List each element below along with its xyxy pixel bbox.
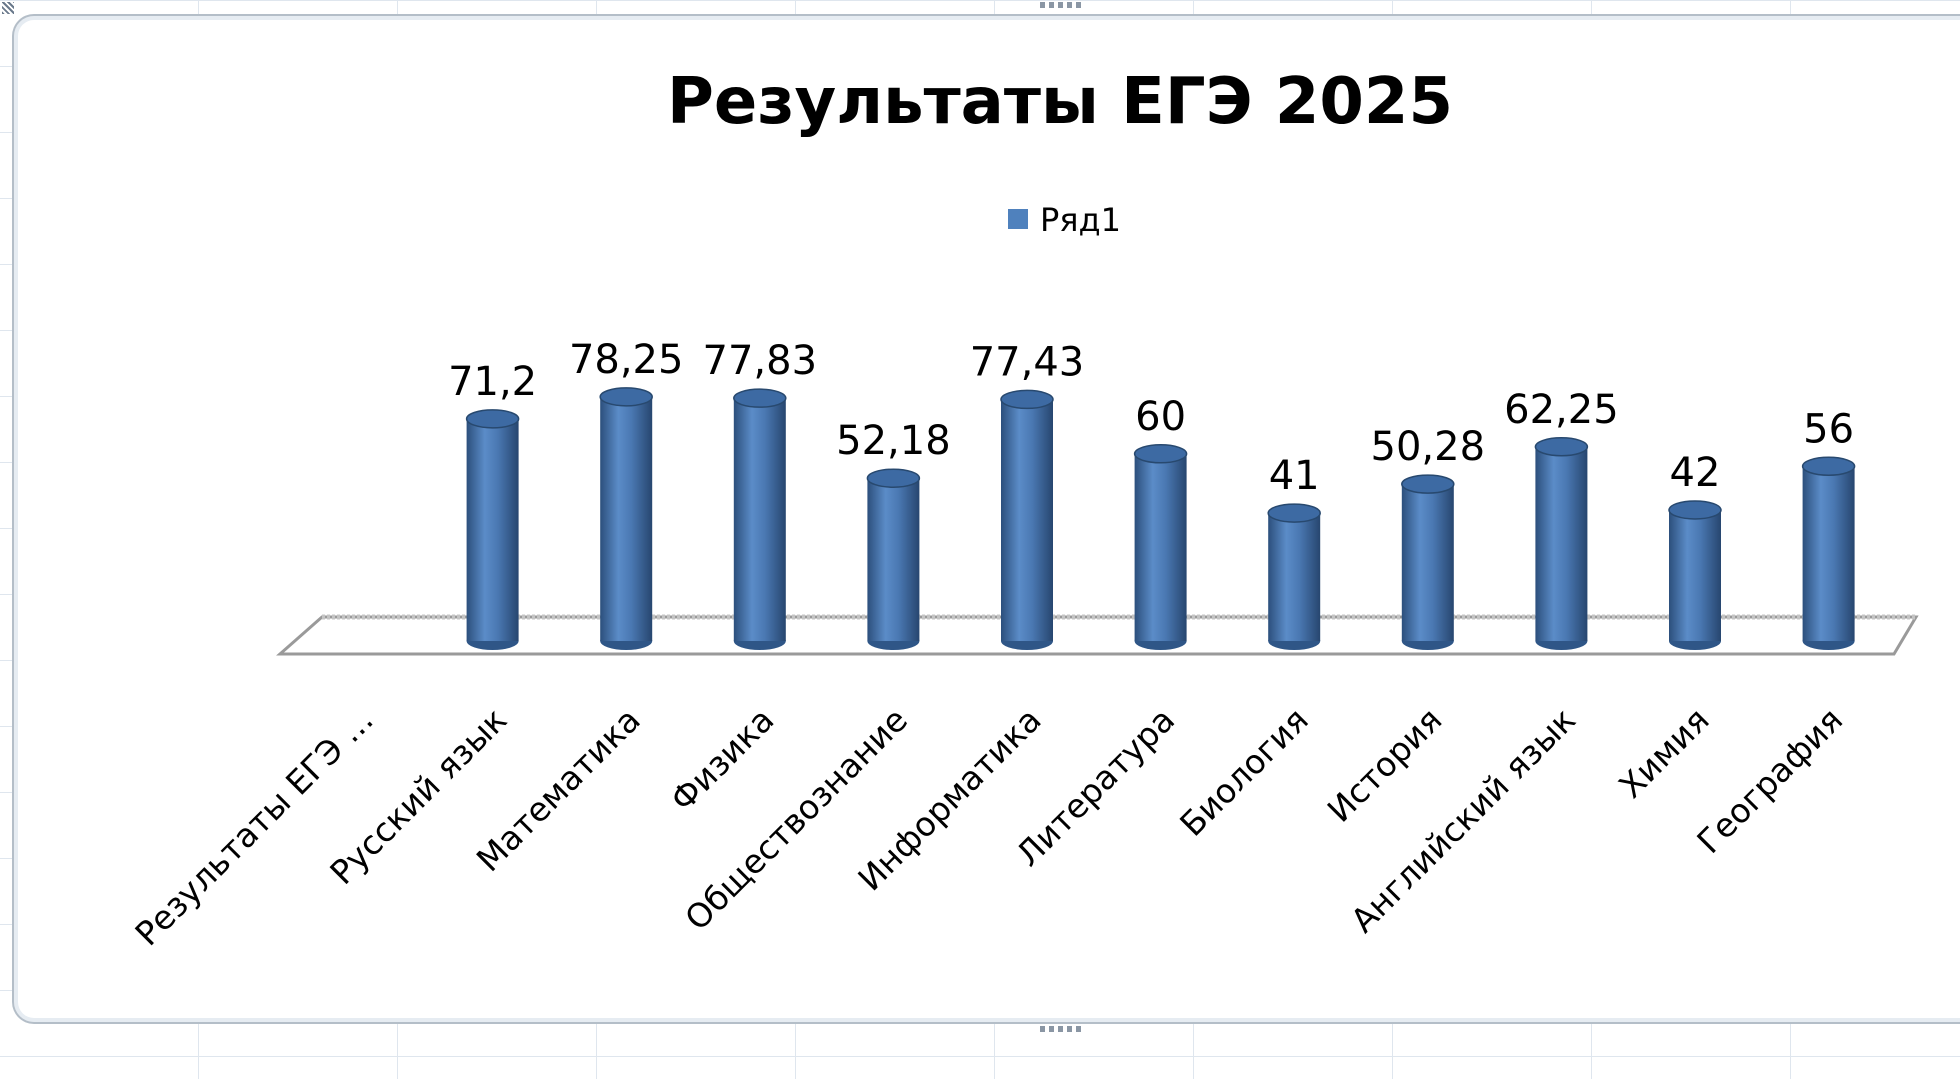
data-label: 60 (1135, 394, 1186, 440)
x-tick-labels: Результаты ЕГЭ ...Русский языкМатематика… (128, 700, 1851, 953)
data-label: 56 (1803, 406, 1854, 452)
bar-body (1535, 446, 1588, 641)
bar-body (1802, 466, 1855, 641)
x-tick-label: Обществознание (677, 700, 915, 938)
x-tick-label: Результаты ЕГЭ ... (128, 700, 381, 953)
bar-cap (599, 387, 653, 407)
bar-body (1268, 513, 1321, 641)
bar-11[interactable] (1801, 456, 1856, 650)
data-labels-group: 71,2 78,25 77,83 52,18 77,43 60 41 50,28 62,25 42… (448, 337, 1854, 499)
x-tick-label: Химия (1611, 700, 1717, 806)
bar-10[interactable] (1668, 500, 1722, 650)
data-label: 52,18 (836, 418, 951, 464)
resize-corner-icon[interactable] (2, 2, 14, 14)
data-label: 77,43 (970, 339, 1085, 385)
data-label: 71,2 (448, 359, 537, 405)
data-label: 42 (1670, 450, 1721, 496)
bar-body (1401, 484, 1454, 641)
bar-4[interactable] (866, 468, 921, 650)
bar-cap (1534, 437, 1589, 457)
data-label: 78,25 (569, 337, 684, 383)
x-tick-label: Физика (663, 700, 782, 819)
x-tick-label: География (1689, 700, 1850, 861)
bar-cap (1801, 456, 1856, 477)
bar-6[interactable] (1133, 444, 1188, 650)
legend[interactable]: Ряд1 (1008, 201, 1121, 239)
bar-cap (733, 388, 787, 408)
x-tick-label: Английский язык (1343, 700, 1583, 940)
bar-cap (1133, 444, 1188, 464)
bar-cap (1401, 474, 1455, 494)
bar-9[interactable] (1534, 437, 1589, 650)
resize-handle-top[interactable] (1040, 2, 1084, 8)
bar-body (466, 418, 519, 641)
x-tick-label: Биология (1172, 700, 1316, 844)
legend-swatch (1008, 209, 1028, 229)
bar-cap (866, 468, 921, 488)
data-label: 41 (1269, 453, 1320, 499)
bar-2[interactable] (599, 387, 653, 650)
chart-area[interactable] (12, 14, 1960, 1024)
bar-body (1669, 509, 1721, 641)
chart-title: Результаты ЕГЭ 2025 (667, 65, 1453, 139)
bar-cap (1668, 500, 1722, 520)
legend-label: Ряд1 (1040, 201, 1121, 239)
resize-handle-bottom[interactable] (1040, 1026, 1084, 1032)
bar-body (600, 396, 653, 641)
bar-7[interactable] (1267, 503, 1321, 650)
bar-cap (1267, 503, 1321, 523)
bar-body (733, 398, 786, 641)
bar-3[interactable] (733, 388, 787, 650)
data-label: 62,25 (1504, 387, 1619, 433)
bar-cap (465, 409, 520, 429)
chart-floor (276, 615, 1919, 656)
x-tick-label: История (1320, 700, 1450, 830)
bars-group (465, 387, 1856, 650)
bar-body (1134, 453, 1187, 641)
bar-body (867, 478, 920, 641)
bar-8[interactable] (1401, 474, 1455, 650)
bar-1[interactable] (465, 409, 520, 650)
bar-body (1001, 399, 1053, 641)
bar-5[interactable] (1000, 389, 1054, 650)
data-label: 77,83 (703, 338, 818, 384)
data-label: 50,28 (1371, 424, 1486, 470)
bar-cap (1000, 389, 1054, 410)
